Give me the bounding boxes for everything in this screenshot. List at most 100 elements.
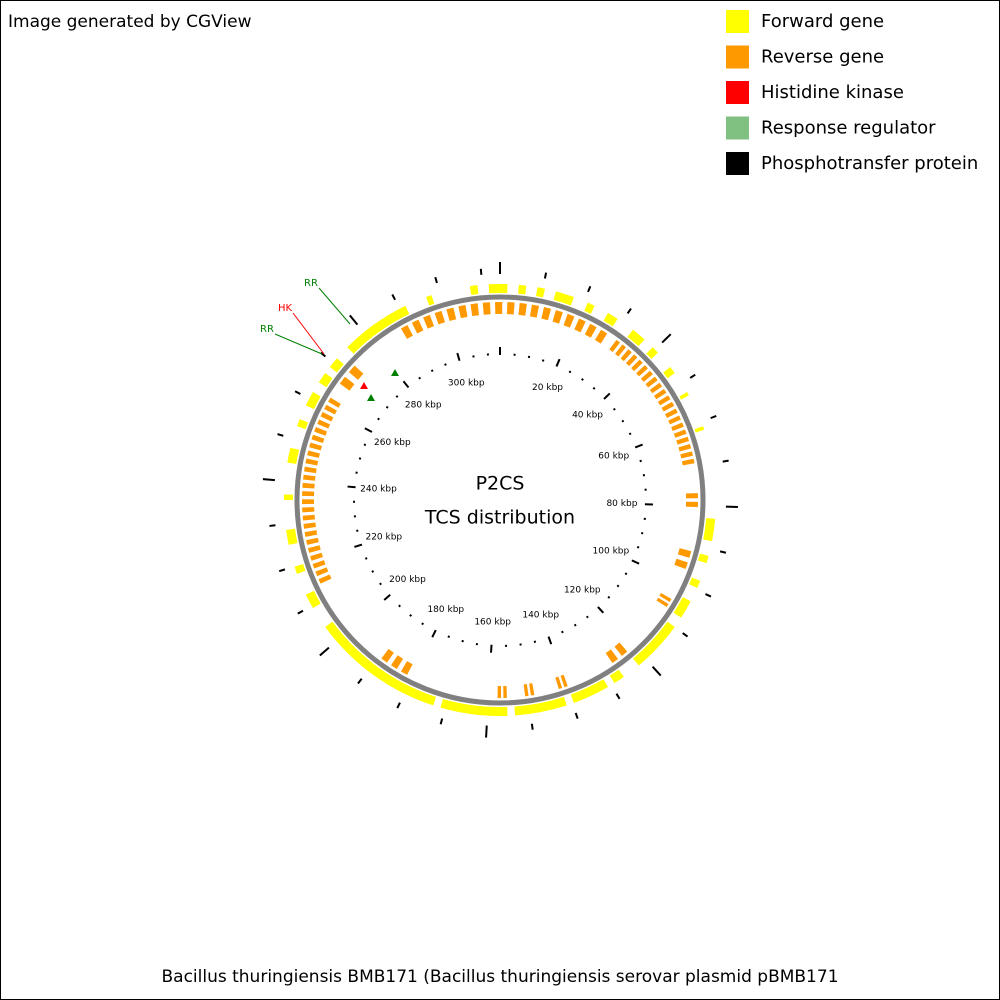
reverse-gene — [594, 329, 608, 344]
forward-gene — [570, 679, 608, 703]
forward-gene — [679, 392, 689, 400]
ruler-label: 220 kbp — [365, 533, 402, 543]
reverse-gene — [681, 458, 695, 466]
reverse-gene — [309, 442, 322, 451]
reverse-gene — [615, 344, 626, 357]
forward-gene — [329, 358, 344, 373]
ruler-tick — [616, 584, 620, 588]
outer-tick — [391, 294, 396, 301]
reverse-gene — [563, 313, 575, 328]
ruler-tick — [395, 395, 399, 398]
reverse-gene — [518, 302, 527, 316]
ruler-tick — [592, 386, 596, 390]
reverse-gene — [307, 450, 320, 458]
ruler-tick — [364, 557, 368, 560]
ruler-label: 160 kbp — [474, 617, 511, 627]
ruler-tick — [621, 419, 625, 423]
reverse-gene — [307, 545, 321, 553]
ruler-tick — [461, 639, 464, 643]
forward-gene — [305, 392, 321, 410]
outer-tick — [269, 524, 276, 527]
forward-gene — [697, 553, 709, 564]
reverse-gene — [482, 302, 491, 315]
feature-leader — [292, 312, 325, 355]
ruler-label: 180 kbp — [427, 605, 464, 615]
legend-swatch — [726, 45, 749, 69]
forward-gene — [305, 590, 321, 608]
reverse-gene — [302, 514, 316, 521]
ruler-tick — [573, 623, 577, 627]
reverse-gene — [665, 408, 678, 418]
outer-tick — [710, 415, 717, 420]
credit: Image generated by CGView — [8, 12, 252, 32]
forward-gene — [609, 669, 624, 684]
ruler-tick — [585, 615, 589, 619]
reverse-gene — [668, 415, 681, 425]
ruler-label: 240 kbp — [360, 485, 397, 495]
ruler-label: 80 kbp — [606, 499, 637, 509]
reverse-gene — [529, 304, 540, 318]
ruler-tick — [634, 443, 643, 449]
ruler-label: 140 kbp — [522, 611, 559, 621]
reverse-gene — [310, 552, 323, 561]
reverse-gene — [657, 395, 671, 406]
outer-tick — [439, 718, 444, 725]
outer-tick — [349, 314, 359, 326]
legend-swatch — [726, 81, 749, 104]
outer-tick — [319, 646, 330, 657]
ruler-label: 100 kbp — [593, 546, 630, 556]
reverse-gene — [446, 307, 457, 321]
outer-tick — [651, 666, 662, 677]
reverse-gene — [303, 522, 316, 529]
reverse-gene — [673, 429, 687, 438]
ruler-tick — [624, 572, 628, 576]
reverse-gene — [320, 412, 334, 422]
ruler-tick — [555, 358, 561, 367]
outer-tick — [485, 725, 488, 738]
outer-tick — [396, 702, 401, 709]
reverse-gene — [495, 302, 503, 315]
forward-gene — [689, 577, 701, 588]
feature-leader — [318, 287, 351, 325]
ruler-label: 280 kbp — [405, 401, 442, 411]
legend-label: Forward gene — [761, 11, 884, 32]
reverse-gene — [685, 501, 698, 508]
forward-gene — [318, 373, 333, 388]
outer-tick — [357, 678, 363, 685]
reverse-gene — [317, 419, 331, 429]
reverse-gene — [654, 388, 667, 400]
ruler-tick — [568, 370, 572, 374]
legend-swatch — [726, 10, 749, 33]
outer-tick — [574, 712, 579, 719]
reverse-gene — [529, 683, 535, 696]
ruler-tick — [607, 595, 611, 599]
ruler-tick — [547, 636, 553, 645]
legend-label: Histidine kinase — [761, 82, 904, 103]
ruler-tick — [383, 593, 391, 601]
legend-label: Reverse gene — [761, 47, 884, 68]
forward-gene — [426, 295, 435, 306]
reverse-gene — [625, 354, 638, 367]
ruler-tick — [409, 614, 413, 617]
outer-tick — [587, 285, 592, 293]
reverse-gene — [649, 382, 663, 394]
feature-marker — [360, 382, 368, 389]
feature-marker — [367, 394, 375, 401]
ruler-tick — [636, 545, 640, 549]
feature-leader — [274, 333, 323, 355]
reverse-gene — [401, 325, 413, 339]
feature-label: RR — [260, 324, 274, 335]
ruler-tick — [431, 629, 437, 638]
ruler-tick — [603, 392, 611, 400]
reverse-gene — [411, 319, 424, 334]
reverse-gene — [304, 466, 317, 474]
forward-gene — [633, 621, 675, 666]
reverse-gene — [302, 482, 315, 489]
legend-label: Phosphotransfer protein — [761, 153, 978, 174]
forward-gene — [673, 597, 691, 618]
forward-gene — [325, 621, 437, 706]
forward-gene — [535, 287, 545, 298]
ruler-tick — [364, 427, 373, 433]
forward-gene — [553, 291, 574, 306]
